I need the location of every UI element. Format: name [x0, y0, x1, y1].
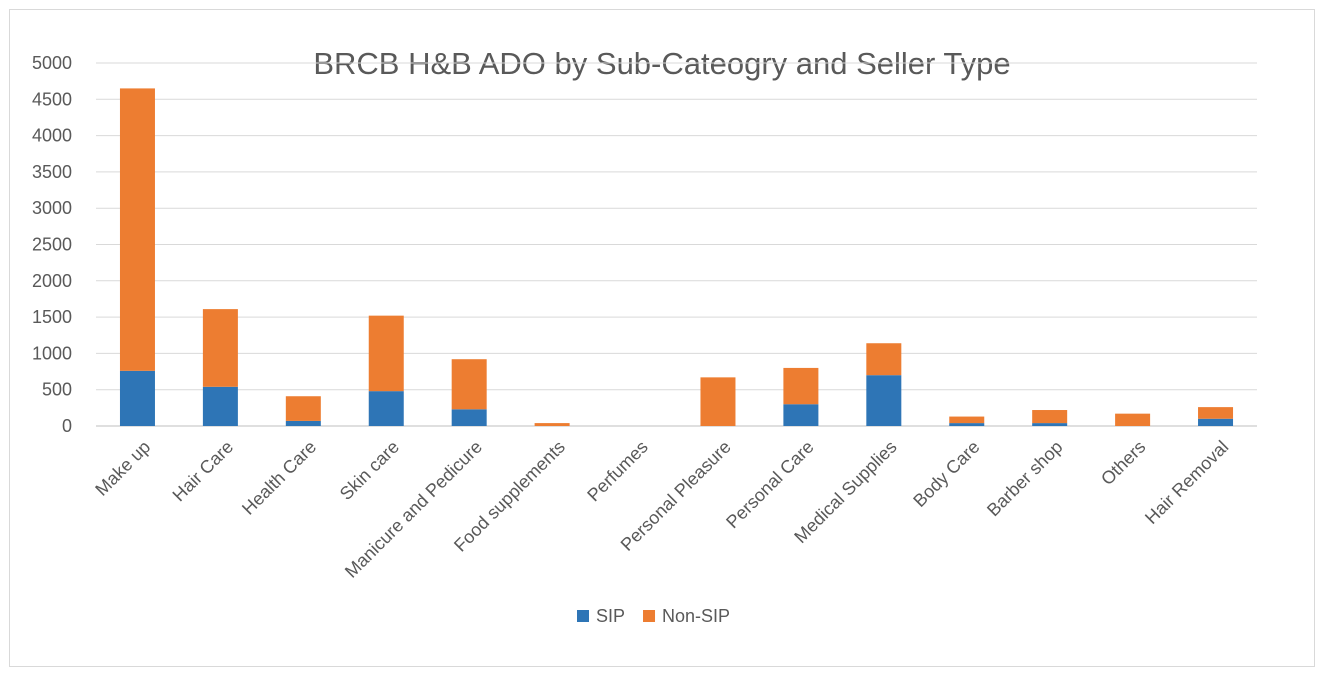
legend-swatch	[643, 610, 656, 622]
x-axis-ticks: Make up Hair Care Health Care Skin careMani…	[91, 437, 1232, 582]
x-tick-label: Body Care	[909, 437, 983, 511]
bar-segment	[1198, 407, 1234, 419]
x-tick-label: Manicure and Pedicure	[341, 437, 486, 582]
bars	[119, 88, 1234, 426]
y-tick-label: 1000	[32, 343, 72, 363]
bar-segment	[783, 404, 819, 426]
x-tick-label: Make up	[91, 437, 154, 500]
bar-segment	[783, 367, 819, 405]
y-tick-label: 0	[62, 416, 72, 436]
bar-segment	[1115, 413, 1151, 426]
legend-label: Non-SIP	[662, 606, 730, 626]
y-tick-label: 500	[42, 380, 72, 400]
x-tick-label: Personal Care	[722, 437, 818, 533]
y-tick-label: 4000	[32, 126, 72, 146]
bar-segment	[119, 88, 155, 371]
y-axis-ticks: 0 500 1000 1500 2000 2500 3000 3500 4000 4500 5000	[32, 53, 72, 436]
bar-segment	[866, 343, 902, 376]
y-tick-label: 3500	[32, 162, 72, 182]
bar-segment	[1198, 418, 1234, 426]
grid-lines	[96, 62, 1257, 427]
bar-segment	[368, 391, 404, 426]
bar-segment	[368, 315, 404, 392]
bar-segment	[202, 309, 238, 387]
bar-segment	[451, 359, 487, 410]
legend-swatch	[577, 610, 589, 622]
bar-segment	[1032, 410, 1068, 424]
x-tick-label: Perfumes	[583, 437, 652, 506]
bar-segment	[949, 423, 985, 426]
y-tick-label: 5000	[32, 53, 72, 73]
legend: SIP Non-SIP	[577, 606, 730, 626]
x-tick-label: Skin care	[336, 437, 403, 504]
y-tick-label: 2500	[32, 235, 72, 255]
bar-segment	[534, 423, 570, 426]
legend-label: SIP	[596, 606, 625, 626]
bar-segment	[119, 370, 155, 426]
y-tick-label: 2000	[32, 271, 72, 291]
bar-segment	[202, 386, 238, 426]
x-tick-label: Health Care	[238, 437, 320, 519]
x-tick-label: Hair Removal	[1141, 437, 1232, 528]
x-tick-label: Barber shop	[983, 437, 1066, 520]
x-tick-label: Hair Care	[169, 437, 238, 506]
bar-segment	[1032, 423, 1068, 426]
bar-segment	[949, 416, 985, 424]
bar-segment	[285, 396, 321, 421]
bar-segment	[866, 375, 902, 426]
bar-segment	[700, 377, 736, 426]
x-tick-label: Others	[1097, 437, 1149, 489]
y-tick-label: 3000	[32, 198, 72, 218]
y-tick-label: 1500	[32, 307, 72, 327]
bar-segment	[451, 409, 487, 426]
y-tick-label: 4500	[32, 89, 72, 109]
bar-segment	[285, 420, 321, 426]
